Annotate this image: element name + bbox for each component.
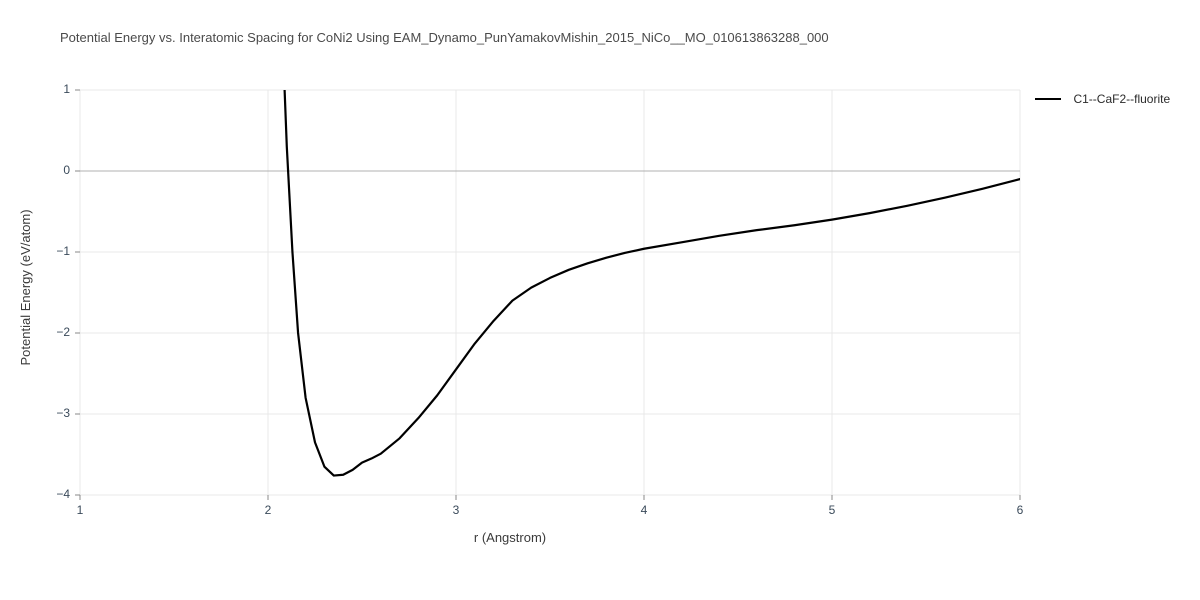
x-tick-label: 2 [258, 503, 278, 517]
y-tick-label: −2 [56, 325, 70, 339]
y-tick-label: −3 [56, 406, 70, 420]
x-tick-label: 4 [634, 503, 654, 517]
x-tick-label: 5 [822, 503, 842, 517]
series-line [283, 50, 1020, 476]
y-tick-label: −4 [56, 487, 70, 501]
x-tick-label: 6 [1010, 503, 1030, 517]
legend-series-label: C1--CaF2--fluorite [1073, 92, 1170, 106]
x-axis-label-text: r (Angstrom) [474, 530, 546, 545]
y-tick-label: 0 [63, 163, 70, 177]
y-axis-label: Potential Energy (eV/atom) [18, 209, 33, 365]
x-axis-label: r (Angstrom) [0, 530, 1020, 545]
legend-swatch [1035, 98, 1061, 101]
y-axis-label-text: Potential Energy (eV/atom) [18, 209, 33, 365]
chart-legend: C1--CaF2--fluorite [1035, 90, 1170, 108]
y-tick-label: −1 [56, 244, 70, 258]
x-tick-label: 3 [446, 503, 466, 517]
y-tick-label: 1 [63, 82, 70, 96]
x-tick-label: 1 [70, 503, 90, 517]
